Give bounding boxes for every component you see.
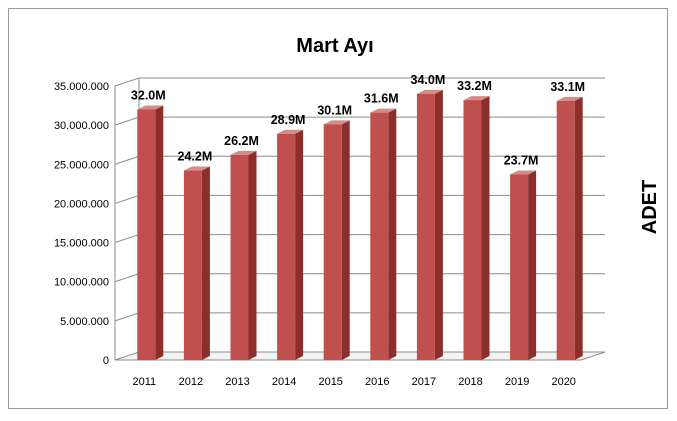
bar-front: [277, 133, 296, 360]
y-tick-label: 30.000.000: [54, 120, 109, 132]
x-tick-label: 2020: [551, 376, 575, 388]
bar-front: [183, 170, 202, 360]
bar-front: [416, 93, 435, 360]
bar-chart: Mart Ayı 0 5.000.000 10.000.000 15.000.000 2…: [54, 35, 661, 388]
gridline-diagonal: [114, 234, 140, 244]
bar-front: [137, 109, 156, 360]
bar-top: [416, 89, 443, 94]
data-label: 24.2M: [178, 150, 213, 164]
bar-front: [323, 124, 342, 360]
bar-front: [370, 112, 389, 360]
x-tick-label: 2016: [365, 376, 389, 388]
bar-side: [295, 129, 304, 360]
data-label: 26.2M: [224, 134, 259, 148]
bar-side: [388, 108, 397, 360]
chart-area: Mart Ayı 0 5.000.000 10.000.000 15.000.000 2…: [8, 8, 668, 409]
bar-side: [434, 89, 443, 360]
bar-2011: [137, 105, 164, 360]
data-label: 31.6M: [364, 92, 399, 106]
y-tick-label: 15.000.000: [54, 238, 109, 250]
bar-top: [556, 96, 583, 101]
bar-front: [556, 100, 575, 361]
bar-side: [155, 105, 164, 360]
x-tick-label: 2018: [458, 376, 482, 388]
bar-side: [574, 96, 583, 361]
y-tick-label: 5.000.000: [60, 316, 109, 328]
y-tick-label: 0: [103, 355, 109, 367]
bar-top: [463, 96, 490, 101]
bar-top: [183, 166, 210, 171]
bar-side: [528, 170, 537, 360]
x-tick-label: 2017: [412, 376, 436, 388]
bar-front: [510, 174, 529, 360]
gridline-diagonal: [114, 194, 140, 204]
bar-2016: [370, 108, 397, 360]
x-tick-label: 2013: [225, 376, 249, 388]
x-axis-ticks: 2011 2012 2013 2014 2015 2016 2017 2018 2019 2020: [132, 376, 575, 388]
gridline-diagonal: [114, 312, 140, 322]
bar-top: [370, 108, 397, 113]
bar-2020: [556, 96, 583, 361]
y-axis-ticks: 0 5.000.000 10.000.000 15.000.000 20.000.000…: [54, 81, 109, 367]
y-axis-label: ADET: [639, 180, 661, 234]
x-tick-label: 2014: [272, 376, 296, 388]
gridline-diagonal: [114, 116, 140, 126]
bar-2017: [416, 89, 443, 360]
bar-2019: [510, 170, 537, 360]
data-label: 23.7M: [504, 153, 539, 167]
bar-top: [323, 120, 350, 125]
bar-side: [248, 150, 257, 360]
x-tick-label: 2015: [318, 376, 342, 388]
bar-2012: [183, 166, 210, 360]
bar-front: [230, 154, 249, 360]
bar-side: [341, 120, 350, 360]
gridline-diagonal: [114, 155, 140, 165]
data-labels: 32.0M 24.2M 26.2M 28.9M 30.1M 31.6M 34.0M 33.2M…: [131, 73, 585, 168]
y-tick-label: 35.000.000: [54, 81, 109, 93]
bar-top: [230, 150, 257, 155]
chart-title: Mart Ayı: [296, 35, 373, 57]
bar-2018: [463, 96, 490, 360]
x-tick-label: 2019: [505, 376, 529, 388]
data-label: 33.1M: [550, 80, 585, 94]
y-tick-label: 25.000.000: [54, 159, 109, 171]
bar-2014: [277, 129, 304, 360]
gridline-diagonal: [114, 77, 140, 87]
bar-front: [463, 100, 482, 360]
data-label: 34.0M: [411, 73, 446, 87]
y-tick-label: 10.000.000: [54, 277, 109, 289]
bar-top: [277, 129, 304, 134]
data-label: 32.0M: [131, 88, 166, 102]
bar-2013: [230, 150, 257, 360]
data-label: 33.2M: [457, 79, 492, 93]
bar-side: [201, 166, 210, 360]
x-tick-label: 2011: [132, 376, 156, 388]
y-tick-label: 20.000.000: [54, 198, 109, 210]
bar-side: [481, 96, 490, 360]
bar-top: [510, 170, 537, 175]
bars: [137, 89, 583, 361]
x-tick-label: 2012: [179, 376, 203, 388]
gridline-diagonal: [114, 273, 140, 283]
data-label: 30.1M: [317, 103, 352, 117]
bar-2015: [323, 120, 350, 360]
data-label: 28.9M: [271, 113, 306, 127]
bar-top: [137, 105, 164, 110]
